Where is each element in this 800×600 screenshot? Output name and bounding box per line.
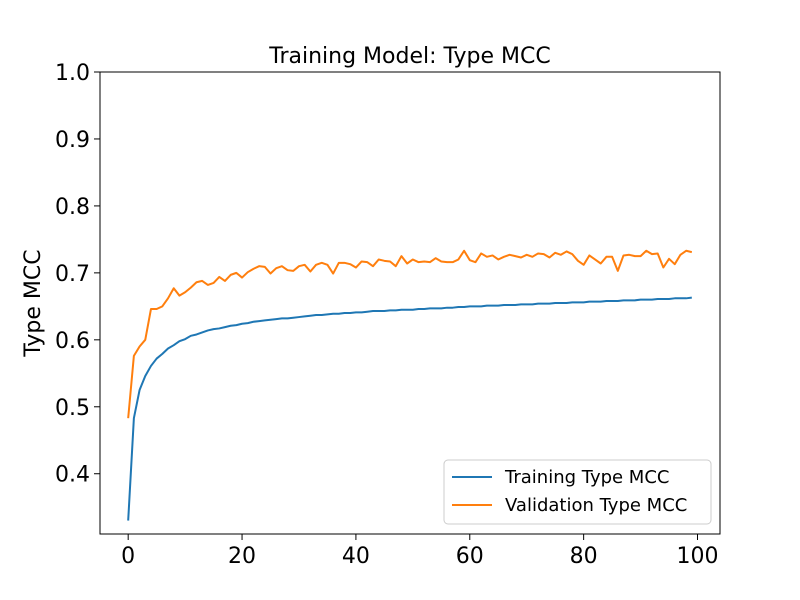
y-tick-label: 0.7 — [55, 262, 90, 287]
chart-title: Training Model: Type MCC — [268, 44, 551, 69]
plot-area: 0 20 40 60 80 100 0.4 0.5 0.6 0.7 0.8 0.9 1.0 — [55, 61, 719, 569]
plot-frame — [99, 71, 721, 535]
y-tick-label: 0.9 — [55, 128, 90, 153]
series-line-validation-type-mcc — [127, 249, 693, 419]
legend-box — [443, 459, 712, 525]
x-tick-label: 100 — [677, 544, 719, 569]
y-tick-label: 0.6 — [55, 329, 90, 354]
legend: Training Type MCC Validation Type MCC — [443, 459, 712, 525]
legend-label: Training Type MCC — [504, 467, 669, 488]
x-tick-label: 60 — [456, 544, 484, 569]
y-tick-label: 0.5 — [55, 396, 90, 421]
x-tick-label: 40 — [342, 544, 370, 569]
legend-label: Validation Type MCC — [505, 495, 687, 516]
x-tick-label: 80 — [570, 544, 598, 569]
y-tick-label: 0.4 — [55, 463, 90, 488]
x-tick-label: 0 — [121, 544, 135, 569]
y-tick-label: 1.0 — [55, 61, 90, 86]
y-tick-label: 0.8 — [55, 195, 90, 220]
y-axis-label: Type MCC — [21, 249, 46, 357]
x-tick-label: 20 — [228, 544, 256, 569]
series-line-training-type-mcc — [127, 296, 692, 521]
